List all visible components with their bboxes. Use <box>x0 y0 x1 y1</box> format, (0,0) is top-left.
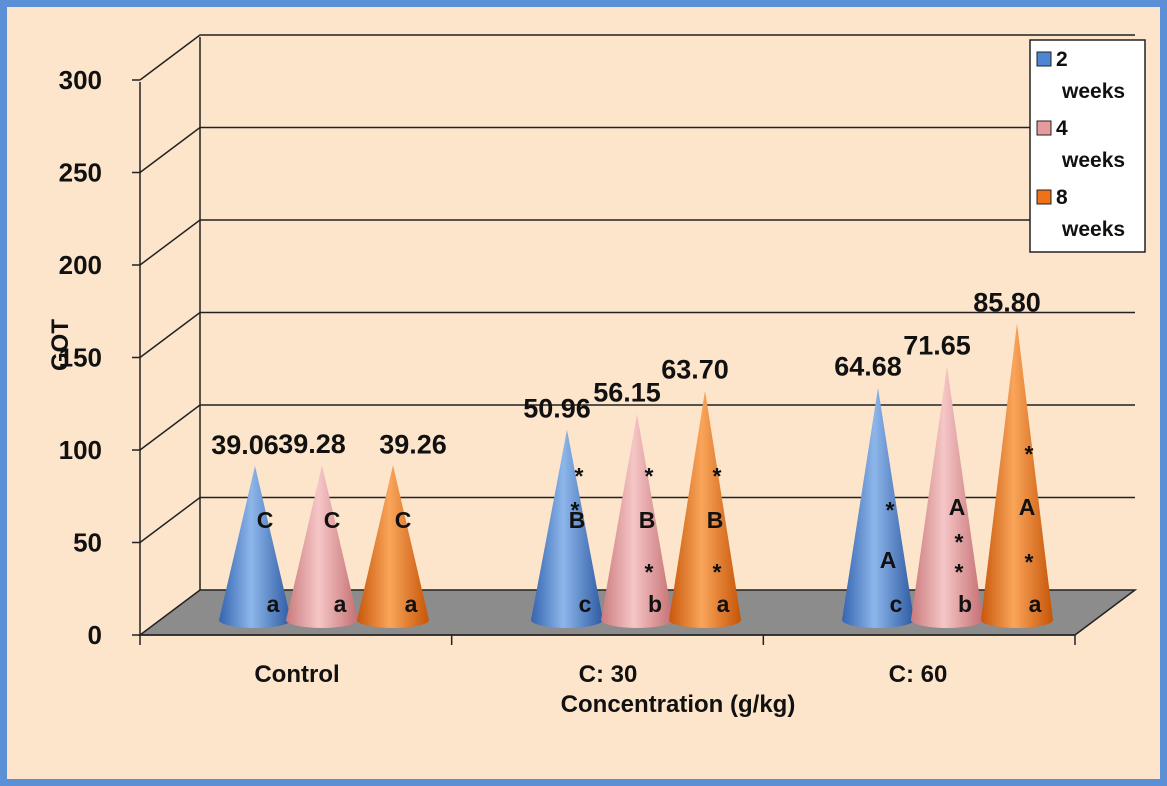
time-letter: c <box>579 591 592 617</box>
cone-body <box>219 465 291 628</box>
y-tick-label: 50 <box>73 528 102 558</box>
gridline <box>139 496 1135 544</box>
cone-bar <box>531 429 603 628</box>
legend-label: weeks <box>1061 80 1125 103</box>
data-label: 63.70 <box>661 355 729 385</box>
significance-asterisk: * <box>1025 441 1034 467</box>
cone-body <box>601 413 673 628</box>
group-letter: A <box>880 547 897 573</box>
cone-bar <box>601 413 673 628</box>
legend-label: 8 <box>1056 186 1068 209</box>
significance-asterisk: * <box>645 463 654 489</box>
time-letter: a <box>405 591 418 617</box>
y-tick-label: 300 <box>59 65 102 95</box>
data-label: 39.26 <box>379 429 447 459</box>
significance-asterisk: * <box>713 463 722 489</box>
significance-asterisk: * <box>645 559 654 585</box>
cone-bar <box>981 323 1053 628</box>
gridline <box>139 126 1135 174</box>
time-letter: a <box>334 591 347 617</box>
category-label: Control <box>254 661 339 688</box>
gridline <box>139 219 1135 266</box>
cone-body <box>357 465 429 628</box>
y-tick-label: 100 <box>59 435 102 465</box>
y-tick-label: 250 <box>59 158 102 188</box>
legend-label: weeks <box>1061 149 1125 172</box>
cone-body <box>981 323 1053 628</box>
group-letter: A <box>949 494 966 520</box>
cone-body <box>911 366 983 628</box>
significance-asterisk: * <box>571 497 580 523</box>
data-label: 39.06 <box>211 430 279 460</box>
group-letter: B <box>569 507 586 533</box>
cone-bar <box>219 465 291 628</box>
time-letter: a <box>267 591 280 617</box>
time-letter: b <box>958 591 972 617</box>
significance-asterisk: * <box>1025 549 1034 575</box>
significance-asterisk: * <box>955 529 964 555</box>
cone-bar <box>669 390 741 628</box>
legend-label: 4 <box>1056 117 1068 140</box>
data-label: 56.15 <box>593 378 661 408</box>
group-letter: A <box>1019 494 1036 520</box>
time-letter: a <box>1029 591 1042 617</box>
time-letter: a <box>717 591 730 617</box>
group-letter: C <box>324 507 341 533</box>
time-letter: c <box>890 591 903 617</box>
cone-bar <box>286 465 358 628</box>
cone-bar <box>911 366 983 628</box>
data-label: 64.68 <box>834 352 902 382</box>
y-tick-label: 150 <box>59 343 102 373</box>
legend-label: weeks <box>1061 218 1125 241</box>
group-letter: C <box>257 507 274 533</box>
significance-asterisk: * <box>713 559 722 585</box>
cone-bar <box>357 465 429 628</box>
gridline <box>139 34 1135 81</box>
group-letter: B <box>707 507 724 533</box>
legend-box <box>1029 39 1146 253</box>
time-letter: b <box>648 591 662 617</box>
legend-label: 2 <box>1056 48 1068 71</box>
cone-body <box>286 465 358 628</box>
data-label: 71.65 <box>903 330 971 360</box>
group-letter: C <box>395 507 412 533</box>
group-letter: B <box>639 507 656 533</box>
x-axis-title: Concentration (g/kg) <box>561 691 796 718</box>
data-label: 39.28 <box>278 429 346 459</box>
data-label: 85.80 <box>973 287 1041 317</box>
cone-body <box>531 429 603 628</box>
legend-swatch <box>1036 120 1052 136</box>
gridline <box>139 311 1135 359</box>
cone-body <box>669 390 741 628</box>
category-label: C: 60 <box>889 661 948 688</box>
cone-body <box>842 387 914 628</box>
legend-swatch <box>1036 51 1052 67</box>
significance-asterisk: * <box>886 497 895 523</box>
gridline <box>139 404 1135 451</box>
legend-swatch <box>1036 189 1052 205</box>
data-label: 50.96 <box>523 394 591 424</box>
legend: 2 weeks 4 weeks 8 weeks <box>1029 39 1146 253</box>
y-tick-label: 0 <box>88 620 102 650</box>
category-label: C: 30 <box>579 661 638 688</box>
significance-asterisk: * <box>955 559 964 585</box>
y-axis-title: GOT <box>47 319 74 371</box>
significance-asterisk: * <box>575 463 584 489</box>
y-tick-label: 200 <box>59 250 102 280</box>
cone-bar <box>842 387 914 628</box>
